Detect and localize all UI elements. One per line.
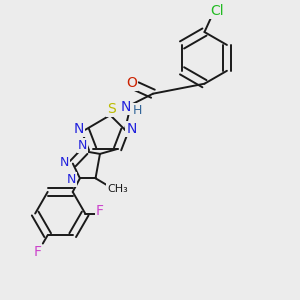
- Text: H: H: [133, 104, 142, 117]
- Text: S: S: [107, 102, 116, 116]
- Text: N: N: [60, 156, 69, 169]
- Text: CH₃: CH₃: [107, 184, 128, 194]
- Text: N: N: [78, 139, 87, 152]
- Text: O: O: [126, 76, 137, 90]
- Text: N: N: [67, 173, 76, 186]
- Text: Cl: Cl: [210, 4, 224, 19]
- Text: F: F: [96, 204, 104, 218]
- Text: N: N: [121, 100, 131, 114]
- Text: N: N: [74, 122, 84, 136]
- Text: N: N: [126, 122, 136, 136]
- Text: F: F: [33, 245, 41, 259]
